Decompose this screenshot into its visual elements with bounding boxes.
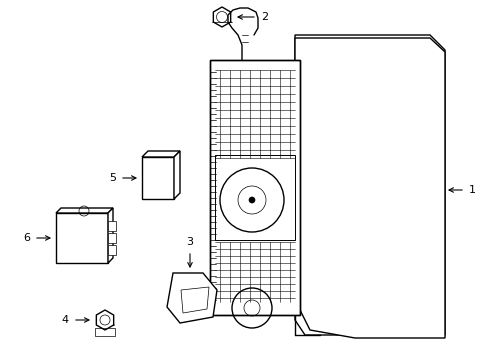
Polygon shape [215,155,294,240]
Text: 6: 6 [23,233,30,243]
Polygon shape [108,221,116,231]
Polygon shape [209,60,299,315]
Polygon shape [108,208,113,263]
Polygon shape [167,273,217,323]
Polygon shape [142,157,174,199]
Text: 2: 2 [261,12,267,22]
Polygon shape [56,208,113,213]
Text: 1: 1 [468,185,475,195]
Polygon shape [56,213,108,263]
Polygon shape [294,35,444,335]
Polygon shape [294,38,444,338]
Polygon shape [108,245,116,255]
Text: 3: 3 [186,237,193,247]
Text: 4: 4 [62,315,69,325]
Text: 5: 5 [109,173,116,183]
Polygon shape [142,151,180,157]
Polygon shape [108,233,116,243]
Circle shape [248,197,254,203]
Polygon shape [174,151,180,199]
